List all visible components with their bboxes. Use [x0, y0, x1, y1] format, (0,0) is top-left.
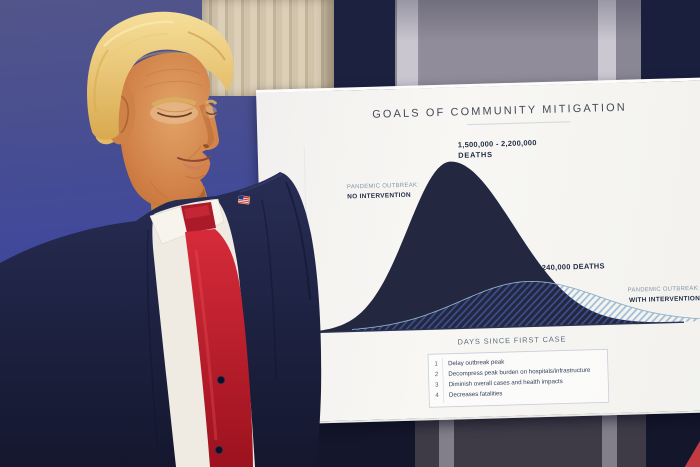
- goal-text: Diminish overall cases and health impact…: [449, 378, 563, 388]
- dark-wall-panel-right: [641, 0, 700, 88]
- mitigation-chart: GOALS OF COMMUNITY MITIGATION 1,500,000 …: [298, 102, 700, 408]
- flag-pin: [237, 195, 251, 205]
- nostril: [203, 144, 209, 148]
- under-lip-shadow: [185, 174, 205, 179]
- jowl-line: [149, 179, 169, 199]
- goal-num: 4: [435, 392, 439, 399]
- mouth: [177, 156, 211, 162]
- goal-num: 2: [435, 371, 439, 378]
- arm-crease: [285, 181, 311, 301]
- nose-shading: [199, 104, 214, 149]
- hair-strands: [93, 20, 226, 113]
- eyebrow: [152, 97, 196, 106]
- mitigation-chart-board: GOALS OF COMMUNITY MITIGATION 1,500,000 …: [256, 77, 700, 425]
- goal-text: Delay outbreak peak: [448, 359, 505, 368]
- no-intervention-label-2: NO INTERVENTION: [347, 192, 411, 201]
- smile-line: [186, 145, 202, 161]
- intervention-label-2: WITH INTERVENTION: [629, 295, 700, 304]
- intervention-deaths-label: 100-240,000 DEATHS: [526, 261, 605, 272]
- tie-sheen: [194, 249, 218, 441]
- tie-knot-highlight: [184, 205, 210, 219]
- lower-lip: [182, 162, 207, 170]
- title-underline: [467, 121, 571, 126]
- no-intervention-deaths-unit: DEATHS: [458, 150, 493, 160]
- lapel-crease-left: [146, 229, 159, 451]
- suit-button: [214, 445, 223, 454]
- goal-text: Decreases fatalities: [449, 390, 503, 399]
- closed-eye-crease: [156, 107, 194, 113]
- forehead-wrinkles: [143, 68, 203, 89]
- goals-box-divider: [442, 357, 445, 403]
- lapel-crease-right: [261, 199, 277, 381]
- goals-box-border: [427, 348, 610, 408]
- goal-text: Decompress peak burden on hospitals/infr…: [448, 367, 591, 378]
- x-axis-label: DAYS SINCE FIRST CASE: [457, 334, 566, 346]
- closed-eye-lashes: [157, 112, 192, 118]
- no-intervention-deaths-value: 1,500,000 - 2,200,000: [458, 138, 537, 149]
- far-eyebrow: [205, 99, 218, 105]
- intervention-curve-outline: [351, 280, 700, 330]
- eye-socket-highlight: [150, 102, 198, 124]
- goal-num: 3: [435, 381, 439, 388]
- no-intervention-curve: [302, 161, 660, 333]
- gray-pillar: [395, 0, 643, 92]
- goal-num: 1: [434, 360, 438, 367]
- tie: [185, 229, 253, 467]
- shoulder-highlight: [239, 173, 283, 193]
- dark-wall-panel-left: [334, 0, 395, 95]
- intervention-label-1: PANDEMIC OUTBREAK:: [628, 286, 700, 294]
- no-intervention-label-1: PANDEMIC OUTBREAK:: [347, 182, 419, 190]
- intervention-curve-overlap: [351, 281, 660, 331]
- goals-list-box: 1 Delay outbreak peak 2 Decompress peak …: [427, 348, 610, 408]
- x-axis-baseline: [302, 321, 684, 334]
- face: [119, 52, 219, 207]
- suit-button: [216, 375, 225, 384]
- hair-front: [87, 11, 234, 140]
